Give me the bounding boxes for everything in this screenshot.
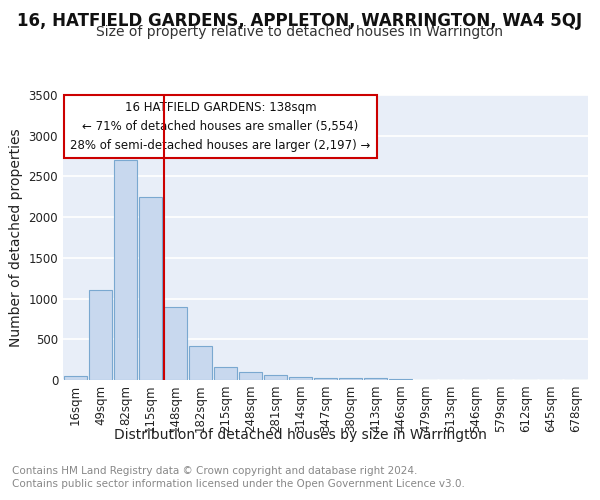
Bar (164, 306, 187, 380)
Text: Contains public sector information licensed under the Open Government Licence v3: Contains public sector information licen… (12, 479, 465, 489)
Bar (314, 378, 337, 380)
Bar (139, 197, 162, 380)
Bar (339, 378, 362, 380)
Bar (389, 379, 412, 380)
Text: Size of property relative to detached houses in Warrington: Size of property relative to detached ho… (97, 25, 503, 39)
Bar (114, 160, 137, 380)
Text: 16, HATFIELD GARDENS, APPLETON, WARRINGTON, WA4 5QJ: 16, HATFIELD GARDENS, APPLETON, WARRINGT… (17, 12, 583, 30)
Bar (189, 346, 212, 380)
Bar (289, 377, 312, 380)
Bar (214, 367, 237, 380)
Bar (239, 372, 262, 380)
Bar (264, 375, 287, 380)
Y-axis label: Number of detached properties: Number of detached properties (9, 128, 23, 347)
Text: Contains HM Land Registry data © Crown copyright and database right 2024.: Contains HM Land Registry data © Crown c… (12, 466, 418, 476)
Bar (364, 378, 387, 380)
Bar (89, 290, 112, 380)
Text: 16 HATFIELD GARDENS: 138sqm
← 71% of detached houses are smaller (5,554)
28% of : 16 HATFIELD GARDENS: 138sqm ← 71% of det… (70, 100, 371, 152)
Bar (64, 376, 87, 380)
Text: Distribution of detached houses by size in Warrington: Distribution of detached houses by size … (113, 428, 487, 442)
